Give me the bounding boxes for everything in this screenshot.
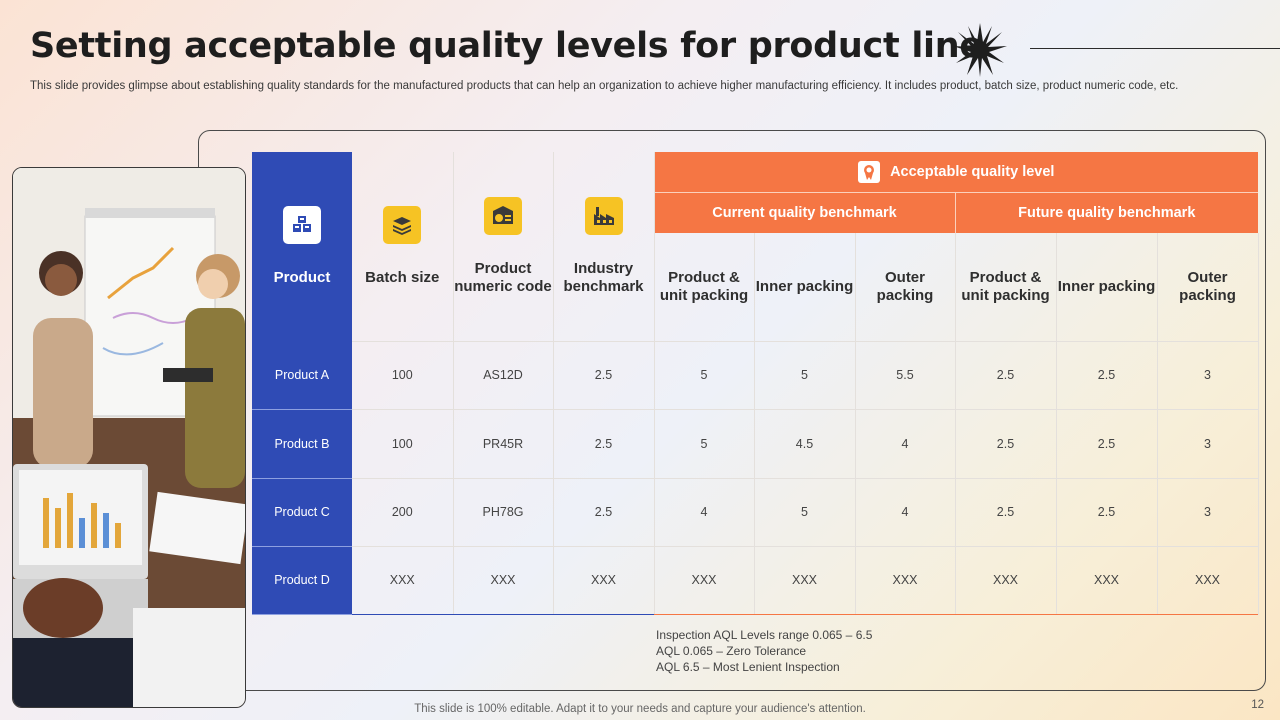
- table-cell: 5: [654, 341, 755, 410]
- table-cell: 5.5: [855, 341, 956, 410]
- slide-title: Setting acceptable quality levels for pr…: [30, 26, 983, 66]
- table-cell: XXX: [553, 546, 655, 615]
- subheader-current-inner-packing: Inner packing: [754, 233, 856, 342]
- table-cell: 2.5: [1056, 478, 1158, 547]
- title-divider: [1030, 48, 1280, 49]
- table-cell: XXX: [1056, 546, 1158, 615]
- footer-text: This slide is 100% editable. Adapt it to…: [414, 703, 866, 715]
- factory-icon: [584, 196, 623, 235]
- row-product-name: Product B: [252, 409, 352, 479]
- table-cell: XXX: [1157, 546, 1259, 615]
- header-industry-benchmark-label: Industry benchmark: [563, 259, 644, 295]
- header-aql-label: Acceptable quality level: [890, 163, 1055, 180]
- table-cell: 4: [855, 478, 956, 547]
- subheader-future-outer-packing: Outer packing: [1157, 233, 1259, 342]
- stack-icon: [383, 205, 422, 244]
- table-cell: 2.5: [553, 478, 655, 547]
- header-industry-benchmark: Industry benchmark: [553, 152, 655, 342]
- table-cell: 2.5: [955, 478, 1057, 547]
- note-line: AQL 0.065 – Zero Tolerance: [656, 644, 807, 658]
- table-cell: XXX: [855, 546, 956, 615]
- table-cell: 2.5: [1056, 341, 1158, 410]
- table-bottom-rule: [352, 614, 1258, 615]
- slide-subtitle: This slide provides glimpse about establ…: [30, 80, 1179, 92]
- quality-badge-icon: [858, 160, 881, 183]
- header-future-benchmark: Future quality benchmark: [955, 192, 1259, 233]
- table-cell: AS12D: [453, 341, 554, 410]
- header-future-benchmark-label: Future quality benchmark: [1018, 204, 1196, 221]
- header-product-label: Product: [273, 269, 331, 286]
- note-line: AQL 6.5 – Most Lenient Inspection: [656, 660, 840, 674]
- table-cell: 2.5: [955, 409, 1057, 479]
- table-cell: XXX: [453, 546, 554, 615]
- table-cell: PR45R: [453, 409, 554, 479]
- table-cell: 5: [754, 341, 856, 410]
- table-cell: 5: [754, 478, 856, 547]
- table-cell: 100: [352, 341, 454, 410]
- table-cell: 2.5: [553, 409, 655, 479]
- table-cell: 2.5: [553, 341, 655, 410]
- note-line: Inspection AQL Levels range 0.065 – 6.5: [656, 628, 873, 642]
- table-cell: 2.5: [955, 341, 1057, 410]
- table-cell: 4.5: [754, 409, 856, 479]
- row-product-name: Product C: [252, 478, 352, 547]
- subheader-current-outer-packing: Outer packing: [855, 233, 956, 342]
- aql-table: Product Batch size: [252, 152, 1259, 615]
- row-product-name: Product D: [252, 546, 352, 615]
- table-cell: 3: [1157, 478, 1259, 547]
- subheader-future-unit-packing: Product & unit packing: [955, 233, 1057, 342]
- header-aql: Acceptable quality level: [654, 152, 1259, 193]
- table-cell: 100: [352, 409, 454, 479]
- table-cell: PH78G: [453, 478, 554, 547]
- table-cell: 3: [1157, 341, 1259, 410]
- subheader-future-inner-packing: Inner packing: [1056, 233, 1158, 342]
- page-number: 12: [1251, 699, 1264, 711]
- table-cell: 4: [855, 409, 956, 479]
- starburst-icon: [953, 23, 1007, 77]
- header-product: Product: [252, 152, 352, 341]
- table-cell: 2.5: [1056, 409, 1158, 479]
- row-product-name: Product A: [252, 341, 352, 410]
- aql-notes: Inspection AQL Levels range 0.065 – 6.5 …: [656, 627, 872, 675]
- table-cell: 5: [654, 409, 755, 479]
- table-row: Product D XXX XXX XXX XXX XXX XXX XXX XX…: [252, 546, 1259, 615]
- table-cell: XXX: [352, 546, 454, 615]
- header-batch-size-label: Batch size: [365, 268, 440, 286]
- meeting-photo: [12, 167, 246, 708]
- table-cell: XXX: [955, 546, 1057, 615]
- table-row: Product C 200 PH78G 2.5 4 5 4 2.5 2.5 3: [252, 478, 1259, 547]
- table-cell: XXX: [654, 546, 755, 615]
- header-batch-size: Batch size: [352, 152, 454, 342]
- boxes-icon: [283, 206, 321, 244]
- header-numeric-code-label: Product numeric code: [454, 259, 552, 295]
- table-row: Product A 100 AS12D 2.5 5 5 5.5 2.5 2.5 …: [252, 341, 1259, 410]
- header-current-benchmark: Current quality benchmark: [654, 192, 956, 233]
- table-cell: 3: [1157, 409, 1259, 479]
- header-numeric-code: Product numeric code: [453, 152, 554, 342]
- header-current-benchmark-label: Current quality benchmark: [712, 204, 897, 221]
- table-cell: 200: [352, 478, 454, 547]
- table-row: Product B 100 PR45R 2.5 5 4.5 4 2.5 2.5 …: [252, 409, 1259, 479]
- table-cell: XXX: [754, 546, 856, 615]
- table-cell: 4: [654, 478, 755, 547]
- coding-box-icon: [484, 196, 522, 235]
- subheader-current-unit-packing: Product & unit packing: [654, 233, 755, 342]
